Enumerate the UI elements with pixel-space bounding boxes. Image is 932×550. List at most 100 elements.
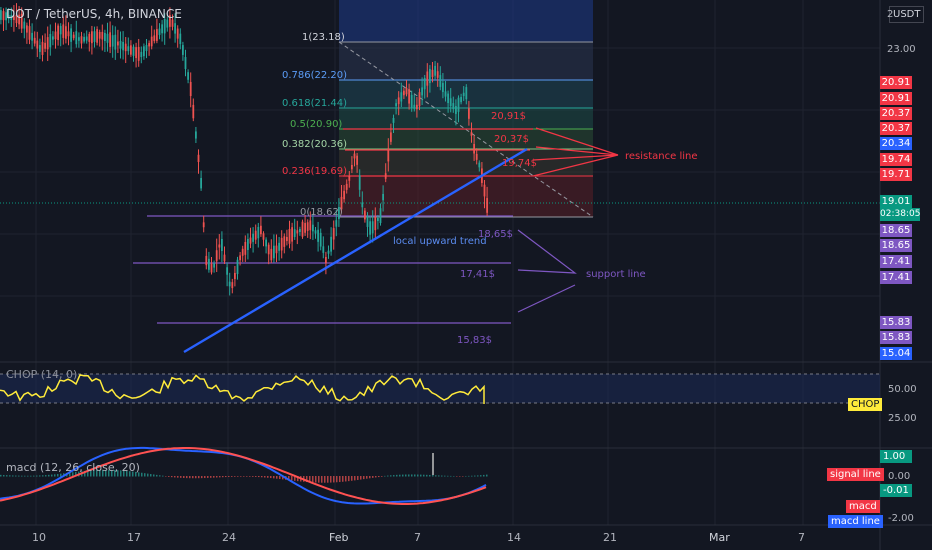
candle-body — [442, 82, 444, 93]
candle-body — [434, 65, 436, 76]
macd-histogram-bar — [297, 476, 299, 482]
macd-current-value: -0.01 — [880, 484, 912, 497]
candle-body — [265, 239, 267, 247]
macd-histogram-bar — [93, 470, 95, 477]
candle-body — [262, 233, 265, 240]
candle-body — [327, 250, 330, 254]
macd-histogram-bar — [357, 476, 359, 480]
candle-body — [75, 31, 78, 45]
macd-histogram-bar — [264, 476, 266, 478]
candle-body — [0, 10, 2, 20]
fib-zone-top — [339, 0, 593, 42]
macd-histogram-bar — [39, 475, 41, 477]
candle-body — [98, 31, 101, 39]
macd-histogram-bar — [327, 476, 329, 483]
candle-body — [423, 77, 426, 90]
macd-histogram-bar — [210, 476, 212, 478]
macd-histogram-bar — [348, 476, 350, 482]
candle-body — [213, 263, 215, 268]
macd-histogram-bar — [213, 476, 215, 478]
symbol-title[interactable]: DOT / TetherUS, 4h, BINANCE — [6, 7, 182, 21]
macd-tick-0: 0.00 — [888, 471, 911, 482]
macd-histogram-bar — [219, 476, 221, 478]
macd-histogram-bar — [234, 476, 236, 477]
macd-histogram-bar — [111, 469, 113, 477]
fib-label-0618: 0.618(21.44) — [282, 98, 348, 109]
macd-histogram-bar — [174, 476, 176, 478]
candle-body — [182, 45, 184, 55]
resistance-price-2: 20,37$ — [494, 134, 529, 145]
macd-tag: macd — [846, 500, 880, 513]
macd-histogram-bar — [96, 470, 98, 477]
macd-histogram-bar — [204, 476, 206, 479]
candle-body — [221, 238, 223, 252]
candle-body — [156, 29, 158, 41]
macd-histogram-bar — [246, 476, 248, 477]
macd-histogram-bar — [363, 476, 365, 480]
macd-histogram-bar — [9, 475, 11, 477]
candle-body — [301, 221, 304, 237]
macd-histogram-bar — [438, 475, 440, 477]
price-tick-23: 23.00 — [887, 44, 916, 55]
macd-histogram-bar — [387, 475, 389, 477]
macd-histogram-bar — [345, 476, 347, 482]
candle-body — [429, 68, 431, 84]
macd-histogram-bar — [462, 476, 464, 477]
macd-histogram-bar — [150, 474, 152, 477]
candle-body — [475, 153, 478, 160]
candle-body — [62, 24, 65, 38]
candle-body — [192, 104, 195, 119]
candle-body — [452, 103, 455, 110]
macd-histogram-bar — [441, 475, 443, 477]
macd-histogram-bar — [36, 475, 38, 477]
candle-body — [137, 46, 140, 61]
candle-body — [15, 14, 18, 24]
candle-body — [57, 25, 59, 41]
macd-histogram-bar — [69, 472, 71, 477]
price-badge: 17.41 — [880, 255, 912, 268]
candle-body — [20, 13, 23, 29]
candle-body — [174, 23, 176, 34]
chop-value-tag: CHOP — [848, 398, 883, 411]
candle-body — [465, 87, 468, 100]
candle-body — [49, 33, 52, 48]
candle-body — [330, 236, 332, 252]
macd-histogram-bar — [90, 470, 92, 477]
support-arrow-1 — [517, 229, 577, 274]
fib-zone-5 — [339, 149, 593, 176]
currency-badge[interactable]: USDT — [889, 6, 925, 23]
fib-label-05: 0.5(20.90) — [290, 119, 343, 130]
macd-histogram-bar — [486, 474, 488, 477]
candle-body — [371, 221, 374, 234]
candle-body — [244, 241, 247, 255]
candle-body — [273, 245, 275, 259]
macd-indicator-label[interactable]: macd (12, 26, close, 20) — [6, 461, 140, 474]
macd-histogram-bar — [372, 476, 374, 478]
macd-histogram-bar — [6, 475, 8, 477]
resistance-label: resistance line — [625, 151, 698, 162]
macd-histogram-bar — [351, 476, 353, 481]
chop-indicator-label[interactable]: CHOP (14, 0) — [6, 368, 78, 381]
candle-body — [387, 148, 390, 162]
candle-body — [390, 132, 392, 142]
price-badge: 20.37 — [880, 122, 912, 135]
candle-body — [161, 24, 163, 34]
candle-body — [275, 245, 278, 254]
candle-body — [366, 216, 369, 227]
macd-histogram-bar — [267, 476, 269, 478]
candle-body — [353, 153, 356, 159]
candle-body — [80, 36, 83, 44]
macd-histogram-bar — [396, 474, 398, 477]
candle-body — [127, 46, 130, 52]
macd-histogram-bar — [195, 476, 197, 479]
macd-histogram-bar — [147, 473, 149, 477]
candle-body — [54, 31, 57, 40]
candle-body — [28, 26, 31, 40]
candle-body — [59, 26, 62, 35]
candle-body — [249, 237, 252, 244]
upward-trend-line[interactable] — [183, 147, 528, 354]
macd-histogram-bar — [45, 475, 47, 477]
candle-body — [101, 31, 104, 40]
chop-tick-25: 25.00 — [888, 413, 917, 424]
